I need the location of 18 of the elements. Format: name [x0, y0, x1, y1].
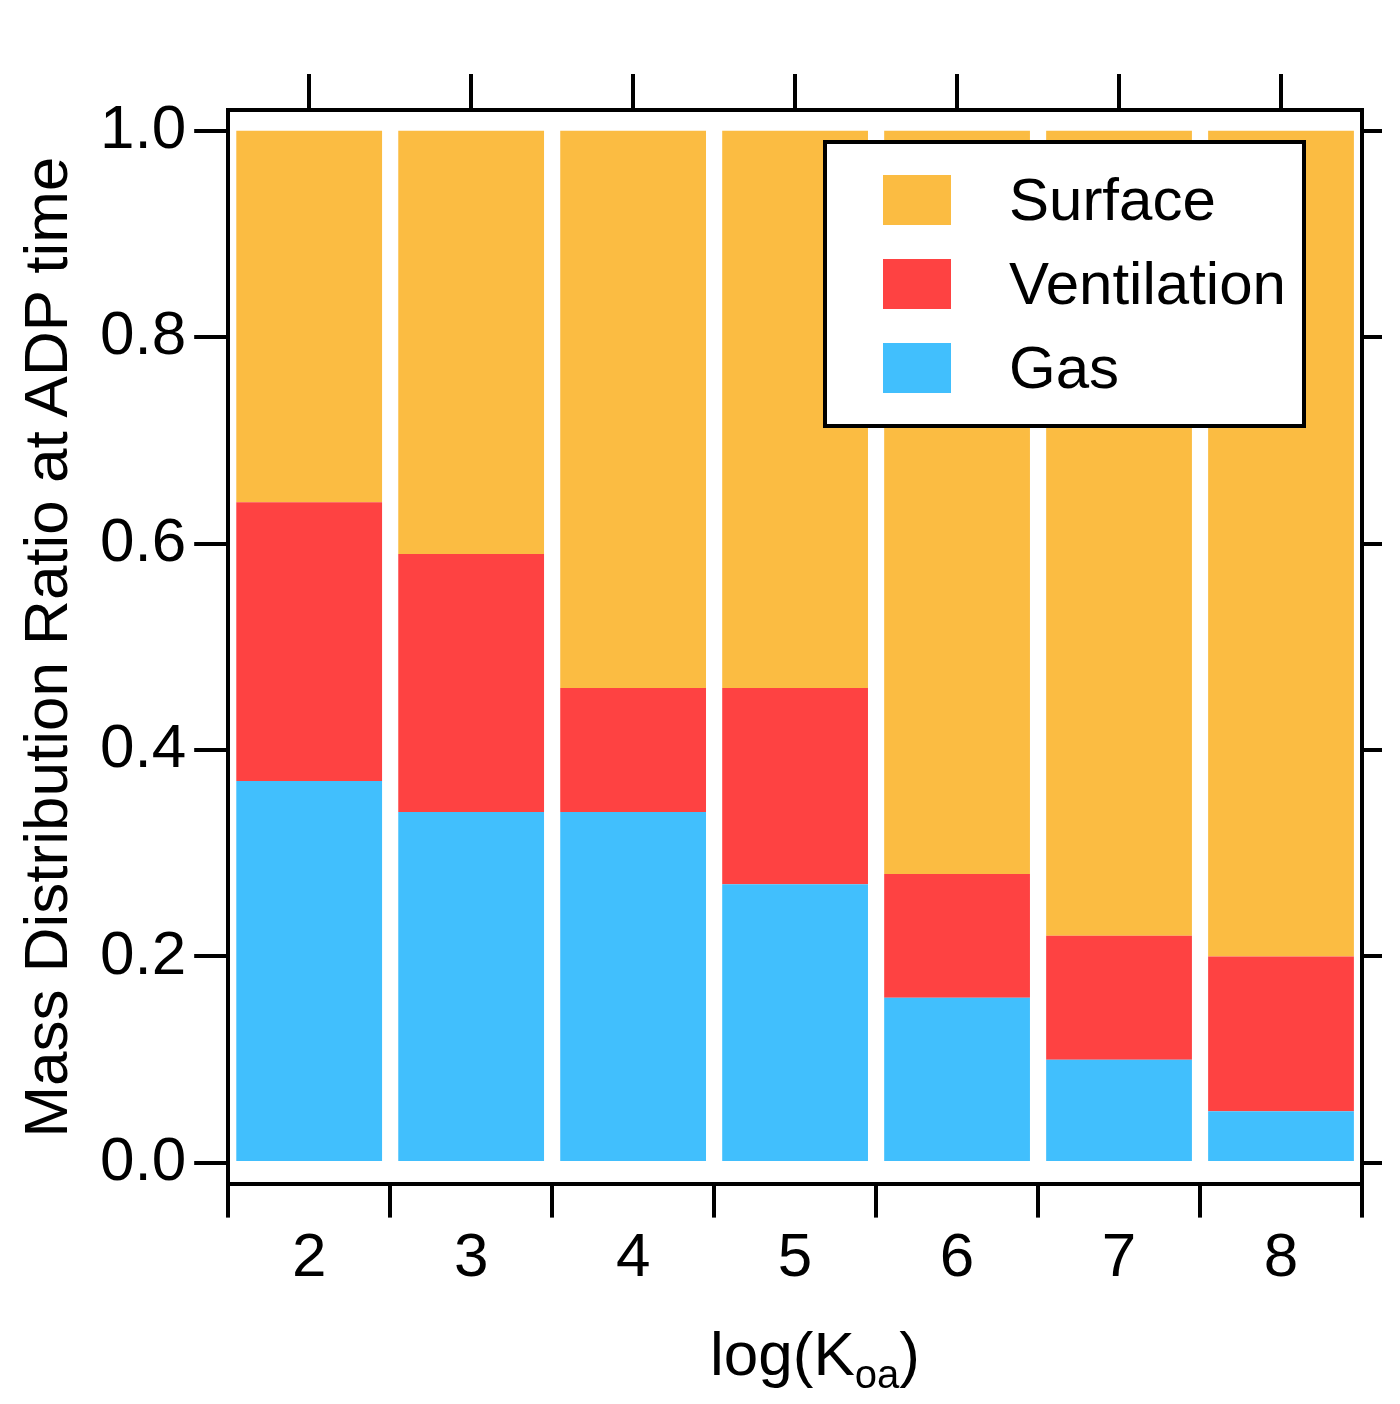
- x-tick-label: 2: [291, 1219, 327, 1289]
- y-tick-label: 0.8: [99, 298, 187, 368]
- y-tick-label: 1.0: [99, 91, 187, 161]
- y-tick-label: 0.6: [99, 504, 187, 574]
- x-tick-label: 5: [777, 1219, 813, 1289]
- y-tick-label: 0.0: [99, 1124, 187, 1194]
- x-axis-title: log(K$_{oa}$): [709, 1318, 921, 1398]
- x-tick-label: 4: [615, 1219, 651, 1289]
- x-tick-label: 3: [453, 1219, 489, 1289]
- legend-label: Gas: [1009, 333, 1120, 403]
- y-axis-title: Mass Distribution Ratio at ADP time: [10, 155, 81, 1140]
- legend-label: Ventilation: [1009, 249, 1286, 319]
- x-tick-label: 8: [1263, 1219, 1299, 1289]
- x-tick-label: 6: [939, 1219, 975, 1289]
- x-tick-label: 7: [1101, 1219, 1137, 1289]
- y-tick-label: 0.2: [99, 917, 187, 987]
- y-tick-label: 0.4: [99, 711, 187, 781]
- legend-label: Surface: [1009, 165, 1216, 235]
